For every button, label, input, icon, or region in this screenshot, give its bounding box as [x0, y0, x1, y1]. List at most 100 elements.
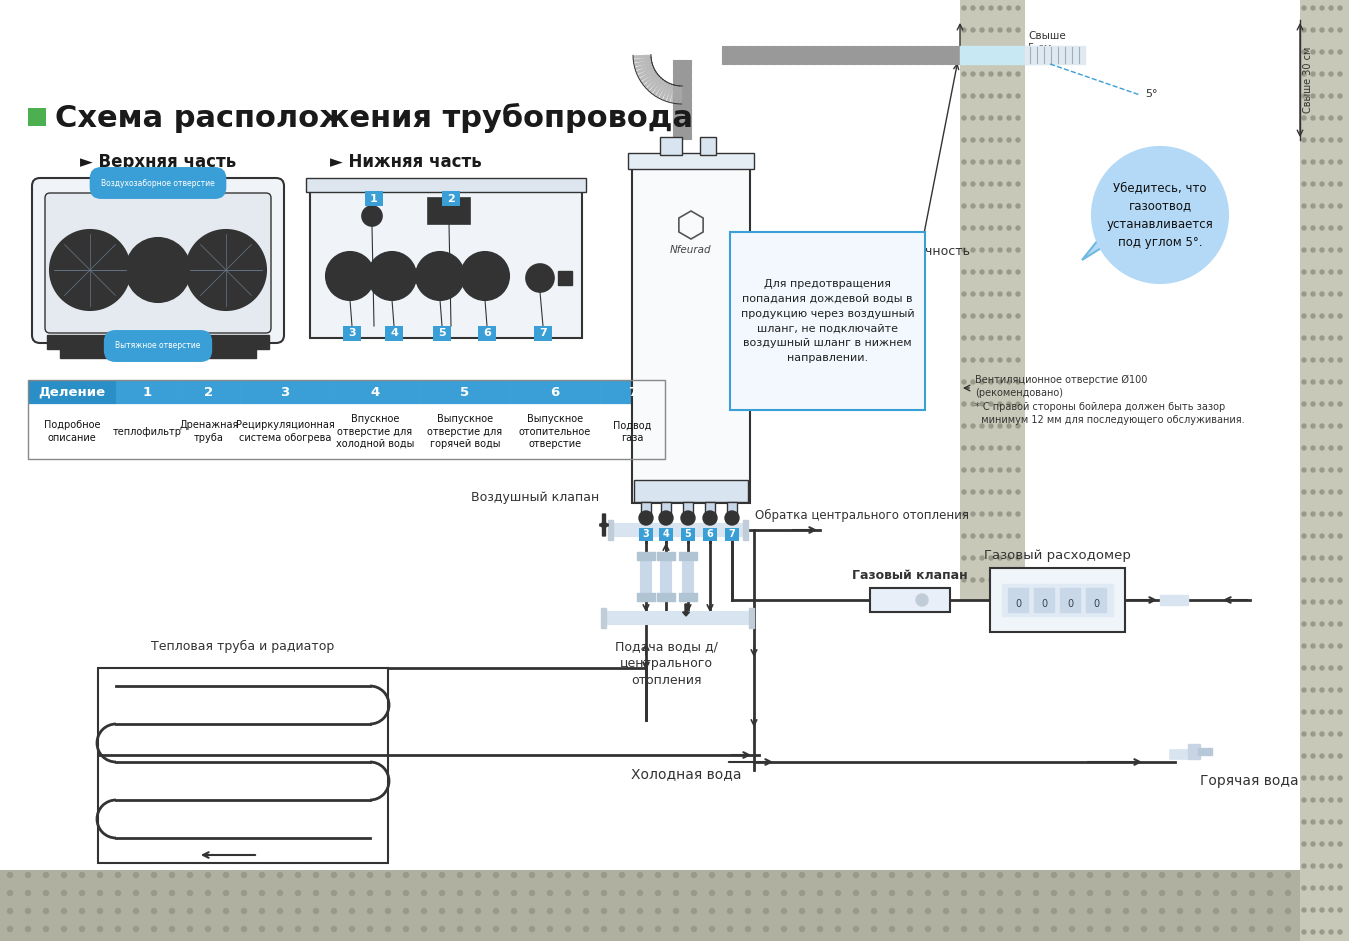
Circle shape [692, 908, 696, 914]
Text: 1: 1 [143, 386, 151, 398]
Bar [673, 124, 691, 131]
Circle shape [998, 534, 1002, 538]
Circle shape [224, 927, 228, 932]
Circle shape [1329, 798, 1333, 802]
Circle shape [971, 556, 975, 560]
Circle shape [1321, 270, 1323, 274]
Circle shape [1311, 72, 1315, 76]
Bar [1170, 750, 1201, 759]
Circle shape [1302, 820, 1306, 824]
Bar [1033, 588, 1054, 612]
Circle shape [494, 927, 499, 932]
Text: 3: 3 [348, 328, 356, 339]
Circle shape [1006, 94, 1010, 98]
Circle shape [1321, 116, 1323, 120]
Circle shape [971, 402, 975, 406]
Circle shape [326, 252, 374, 300]
Circle shape [673, 908, 679, 914]
Circle shape [997, 908, 1002, 914]
Text: 3: 3 [281, 386, 290, 398]
Circle shape [979, 226, 983, 230]
Circle shape [871, 890, 877, 896]
Circle shape [1302, 336, 1306, 340]
Circle shape [1321, 732, 1323, 736]
Circle shape [962, 512, 966, 516]
Polygon shape [641, 72, 658, 85]
Circle shape [710, 908, 715, 914]
Circle shape [1338, 842, 1342, 846]
Text: Убедитесь, что
газоотвод
устанавливается
под углом 5°.: Убедитесь, что газоотвод устанавливается… [1106, 182, 1213, 248]
Circle shape [998, 424, 1002, 428]
Circle shape [313, 872, 318, 878]
Text: Газовый клапан: Газовый клапан [853, 569, 967, 582]
Circle shape [971, 358, 975, 362]
Circle shape [1321, 666, 1323, 670]
Circle shape [337, 263, 363, 289]
Circle shape [386, 927, 390, 932]
Circle shape [1124, 927, 1129, 932]
Circle shape [1321, 138, 1323, 142]
Circle shape [962, 270, 966, 274]
Circle shape [1338, 226, 1342, 230]
Bar [921, 46, 929, 64]
Circle shape [979, 270, 983, 274]
Circle shape [1286, 908, 1291, 914]
Circle shape [1321, 424, 1323, 428]
Circle shape [817, 908, 823, 914]
Bar [442, 191, 460, 206]
Circle shape [313, 890, 318, 896]
Circle shape [259, 908, 264, 914]
Circle shape [457, 890, 463, 896]
Circle shape [224, 872, 228, 878]
Circle shape [1329, 292, 1333, 296]
Circle shape [584, 927, 588, 932]
Circle shape [943, 890, 948, 896]
Circle shape [989, 336, 993, 340]
Circle shape [962, 424, 966, 428]
Circle shape [971, 490, 975, 494]
Circle shape [1087, 908, 1093, 914]
Circle shape [971, 50, 975, 54]
Circle shape [1006, 28, 1010, 32]
Circle shape [8, 908, 12, 914]
Circle shape [1338, 886, 1342, 890]
Circle shape [80, 927, 85, 932]
Circle shape [116, 908, 120, 914]
Circle shape [421, 908, 426, 914]
Circle shape [1006, 358, 1010, 362]
Circle shape [989, 94, 993, 98]
Circle shape [1178, 927, 1183, 932]
Circle shape [1016, 512, 1020, 516]
Bar [28, 380, 665, 459]
Circle shape [962, 908, 966, 914]
Circle shape [1051, 890, 1056, 896]
Circle shape [1329, 94, 1333, 98]
Circle shape [1338, 930, 1342, 934]
Circle shape [1338, 336, 1342, 340]
Circle shape [188, 927, 193, 932]
Circle shape [1105, 927, 1110, 932]
Text: 0: 0 [1014, 599, 1021, 609]
Circle shape [1329, 930, 1333, 934]
Circle shape [781, 890, 786, 896]
Bar [1300, 0, 1349, 941]
Text: 3: 3 [642, 529, 649, 539]
Circle shape [1338, 270, 1342, 274]
Circle shape [1302, 182, 1306, 186]
Text: 2: 2 [205, 386, 213, 398]
Circle shape [916, 594, 928, 606]
Circle shape [854, 890, 858, 896]
Circle shape [295, 927, 301, 932]
Polygon shape [634, 62, 653, 71]
Circle shape [530, 890, 534, 896]
Circle shape [1329, 842, 1333, 846]
Circle shape [1016, 116, 1020, 120]
Circle shape [1321, 94, 1323, 98]
Circle shape [998, 182, 1002, 186]
Text: 2: 2 [447, 194, 455, 203]
Circle shape [62, 890, 66, 896]
Circle shape [1338, 820, 1342, 824]
Circle shape [332, 908, 336, 914]
Circle shape [1329, 490, 1333, 494]
Polygon shape [666, 84, 674, 103]
